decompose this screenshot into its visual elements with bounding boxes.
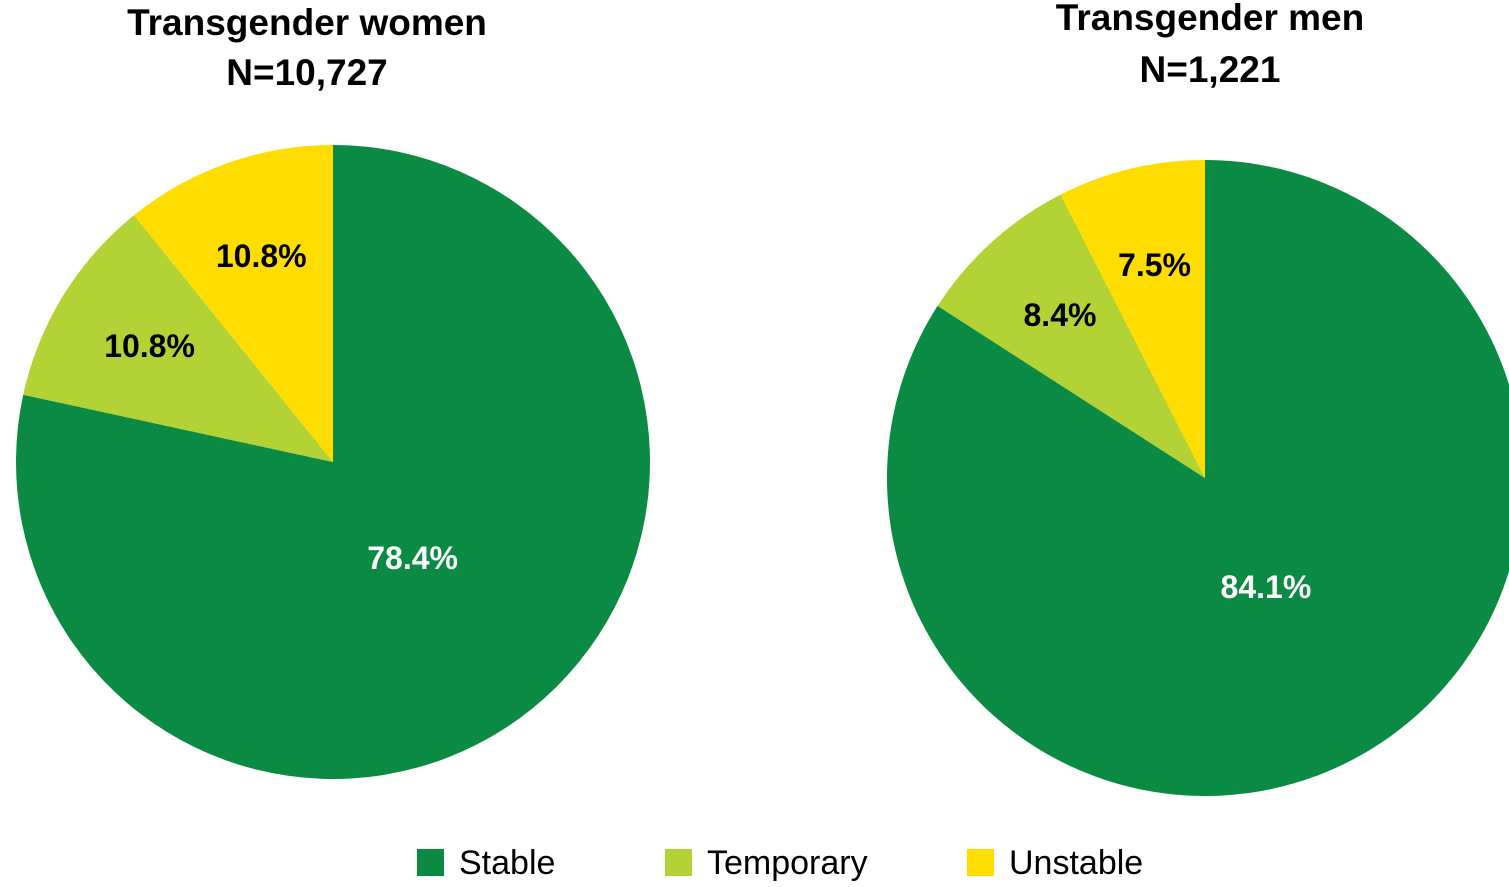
data-label: 10.8% — [216, 238, 307, 274]
chart-subtitle: N=1,221 — [1140, 49, 1281, 90]
data-label: 7.5% — [1118, 247, 1191, 283]
pie-slice — [1060, 160, 1205, 478]
pie-slice — [15, 145, 650, 779]
data-label: 84.1% — [1221, 569, 1312, 605]
pie-slice — [937, 194, 1205, 479]
data-label: 8.4% — [1024, 297, 1097, 333]
data-label: 78.4% — [367, 540, 458, 576]
pie-slice — [23, 215, 334, 462]
legend-swatch — [665, 849, 692, 876]
legend-swatch — [967, 849, 994, 876]
chart-subtitle: N=10,727 — [226, 52, 388, 93]
pie-slice — [887, 160, 1509, 796]
pie-slice — [134, 145, 333, 462]
legend-label: Stable — [459, 844, 555, 882]
chart-title: Transgender women — [127, 2, 487, 43]
data-label: 10.8% — [104, 328, 195, 364]
legend-label: Temporary — [707, 844, 868, 882]
legend-label: Unstable — [1009, 844, 1143, 882]
chart-title: Transgender men — [1056, 0, 1364, 38]
legend-swatch — [417, 849, 444, 876]
